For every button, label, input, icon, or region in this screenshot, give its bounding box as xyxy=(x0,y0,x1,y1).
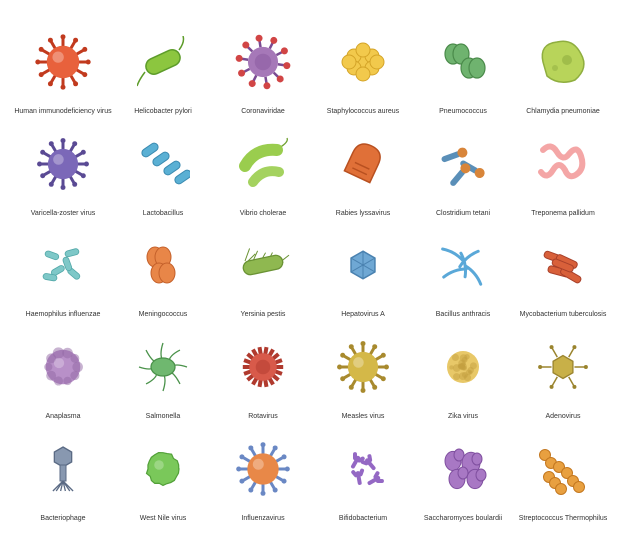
hiv-icon xyxy=(14,18,112,106)
clostridium-label: Clostridium tetani xyxy=(436,208,490,218)
mycobacterium-icon xyxy=(514,222,612,310)
mycobacterium-label: Mycobacterium tuberculosis xyxy=(520,309,607,319)
bifido-label: Bifidobacterium xyxy=(339,513,387,523)
treponema-icon xyxy=(514,120,612,208)
saccharomyces-icon xyxy=(414,425,512,513)
adenovirus-icon xyxy=(514,323,612,411)
organism-lactobacillus: Lactobacillus xyxy=(114,120,212,218)
helicobacter-label: Helicobacter pylori xyxy=(134,106,192,116)
organism-adenovirus: Adenovirus xyxy=(514,323,612,421)
organism-influenza: Influenzavirus xyxy=(214,425,312,523)
organism-treponema: Treponema pallidum xyxy=(514,120,612,218)
organism-chlamydia: Chlamydia pneumoniae xyxy=(514,18,612,116)
rotavirus-icon xyxy=(214,323,312,411)
organism-salmonella: Salmonella xyxy=(114,323,212,421)
organism-rotavirus: Rotavirus xyxy=(214,323,312,421)
organism-bifido: Bifidobacterium xyxy=(314,425,412,523)
chlamydia-label: Chlamydia pneumoniae xyxy=(526,106,600,116)
hepatovirus-icon xyxy=(314,222,412,310)
organism-bacillus: Bacillus anthracis xyxy=(414,222,512,320)
anaplasma-label: Anaplasma xyxy=(45,411,80,421)
coronaviridae-icon xyxy=(214,18,312,106)
rabies-label: Rabies lyssavirus xyxy=(336,208,390,218)
organism-westnile: West Nile virus xyxy=(114,425,212,523)
influenza-label: Influenzavirus xyxy=(241,513,284,523)
vibrio-icon xyxy=(214,120,312,208)
meningococcus-icon xyxy=(114,222,212,310)
streptococcus-icon xyxy=(514,425,612,513)
pneumococcus-icon xyxy=(414,18,512,106)
yersinia-label: Yersinia pestis xyxy=(241,309,286,319)
organism-yersinia: Yersinia pestis xyxy=(214,222,312,320)
microorganism-grid: Human immunodeficiency virus Helicobacter… xyxy=(14,18,612,523)
anaplasma-icon xyxy=(14,323,112,411)
meningococcus-label: Meningococcus xyxy=(139,309,188,319)
varicella-icon xyxy=(14,120,112,208)
bacteriophage-label: Bacteriophage xyxy=(40,513,85,523)
bifido-icon xyxy=(314,425,412,513)
organism-meningococcus: Meningococcus xyxy=(114,222,212,320)
organism-measles: Measles virus xyxy=(314,323,412,421)
bacillus-label: Bacillus anthracis xyxy=(436,309,490,319)
staph-label: Staphylococcus aureus xyxy=(327,106,399,116)
organism-varicella: Varicella-zoster virus xyxy=(14,120,112,218)
vibrio-label: Vibrio cholerae xyxy=(240,208,287,218)
salmonella-icon xyxy=(114,323,212,411)
organism-anaplasma: Anaplasma xyxy=(14,323,112,421)
rabies-icon xyxy=(314,120,412,208)
organism-staph: Staphylococcus aureus xyxy=(314,18,412,116)
organism-clostridium: Clostridium tetani xyxy=(414,120,512,218)
salmonella-label: Salmonella xyxy=(146,411,181,421)
rotavirus-label: Rotavirus xyxy=(248,411,278,421)
lactobacillus-icon xyxy=(114,120,212,208)
organism-hiv: Human immunodeficiency virus xyxy=(14,18,112,116)
hiv-label: Human immunodeficiency virus xyxy=(14,106,111,116)
measles-icon xyxy=(314,323,412,411)
streptococcus-label: Streptococcus Thermophilus xyxy=(519,513,608,523)
zika-label: Zika virus xyxy=(448,411,478,421)
westnile-label: West Nile virus xyxy=(140,513,187,523)
hepatovirus-label: Hepatovirus A xyxy=(341,309,385,319)
haemophilus-icon xyxy=(14,222,112,310)
saccharomyces-label: Saccharomyces boulardii xyxy=(424,513,502,523)
organism-mycobacterium: Mycobacterium tuberculosis xyxy=(514,222,612,320)
organism-vibrio: Vibrio cholerae xyxy=(214,120,312,218)
adenovirus-label: Adenovirus xyxy=(545,411,580,421)
treponema-label: Treponema pallidum xyxy=(531,208,595,218)
organism-helicobacter: Helicobacter pylori xyxy=(114,18,212,116)
chlamydia-icon xyxy=(514,18,612,106)
organism-streptococcus: Streptococcus Thermophilus xyxy=(514,425,612,523)
haemophilus-label: Haemophilus influenzae xyxy=(26,309,101,319)
organism-coronaviridae: Coronaviridae xyxy=(214,18,312,116)
influenza-icon xyxy=(214,425,312,513)
clostridium-icon xyxy=(414,120,512,208)
measles-label: Measles virus xyxy=(342,411,385,421)
coronaviridae-label: Coronaviridae xyxy=(241,106,285,116)
zika-icon xyxy=(414,323,512,411)
varicella-label: Varicella-zoster virus xyxy=(31,208,95,218)
westnile-icon xyxy=(114,425,212,513)
bacteriophage-icon xyxy=(14,425,112,513)
staph-icon xyxy=(314,18,412,106)
organism-bacteriophage: Bacteriophage xyxy=(14,425,112,523)
organism-saccharomyces: Saccharomyces boulardii xyxy=(414,425,512,523)
pneumococcus-label: Pneumococcus xyxy=(439,106,487,116)
lactobacillus-label: Lactobacillus xyxy=(143,208,183,218)
bacillus-icon xyxy=(414,222,512,310)
organism-rabies: Rabies lyssavirus xyxy=(314,120,412,218)
organism-pneumococcus: Pneumococcus xyxy=(414,18,512,116)
helicobacter-icon xyxy=(114,18,212,106)
organism-hepatovirus: Hepatovirus A xyxy=(314,222,412,320)
yersinia-icon xyxy=(214,222,312,310)
organism-haemophilus: Haemophilus influenzae xyxy=(14,222,112,320)
organism-zika: Zika virus xyxy=(414,323,512,421)
